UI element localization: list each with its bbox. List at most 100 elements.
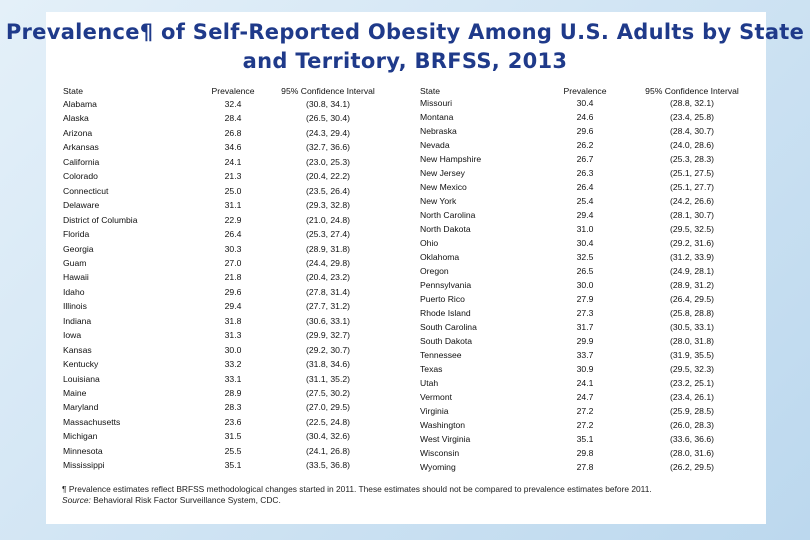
state-cell: Massachusetts bbox=[63, 416, 121, 427]
prevalence-cell: 30.3 bbox=[224, 243, 242, 254]
confidence-interval-cell: (23.4, 25.8) bbox=[670, 111, 714, 122]
confidence-interval-cell: (24.4, 29.8) bbox=[306, 257, 350, 268]
header-cell: Prevalence bbox=[211, 86, 255, 96]
source-label: Source: bbox=[62, 495, 91, 505]
confidence-interval-cell: (33.6, 36.6) bbox=[670, 433, 714, 444]
confidence-interval-cell: (30.5, 33.1) bbox=[670, 321, 714, 332]
prevalence-cell: 29.6 bbox=[576, 125, 594, 136]
state-cell: Utah bbox=[420, 377, 439, 388]
confidence-interval-cell: (26.5, 30.4) bbox=[306, 113, 350, 124]
confidence-interval-cell: (25.3, 28.3) bbox=[670, 153, 714, 164]
confidence-interval-cell: (28.9, 31.8) bbox=[306, 243, 350, 254]
state-cell: Washington bbox=[420, 419, 466, 430]
confidence-interval-cell: (21.0, 24.8) bbox=[306, 214, 350, 225]
state-cell: District of Columbia bbox=[63, 214, 138, 225]
confidence-interval-cell: (23.0, 25.3) bbox=[306, 156, 350, 167]
confidence-interval-cell: (29.2, 31.6) bbox=[670, 237, 714, 248]
confidence-interval-cell: (28.8, 32.1) bbox=[670, 97, 714, 108]
confidence-interval-cell: (23.2, 25.1) bbox=[670, 377, 714, 388]
prevalence-cell: 27.9 bbox=[576, 293, 594, 304]
state-cell: Colorado bbox=[63, 171, 98, 182]
confidence-interval-cell: (25.3, 27.4) bbox=[306, 229, 350, 240]
title-text: Prevalence¶ of Self-Reported Obesity Amo… bbox=[5, 20, 805, 73]
state-cell: Virginia bbox=[420, 405, 449, 416]
prevalence-cell: 33.1 bbox=[224, 373, 242, 384]
prevalence-cell: 26.8 bbox=[224, 127, 242, 138]
prevalence-cell: 26.2 bbox=[576, 139, 594, 150]
state-cell: West Virginia bbox=[420, 433, 471, 444]
title: Prevalence¶ of Self-Reported Obesity Amo… bbox=[0, 18, 810, 76]
prevalence-cell: 26.5 bbox=[576, 265, 594, 276]
state-cell: Michigan bbox=[63, 431, 98, 442]
prevalence-cell: 29.9 bbox=[576, 335, 594, 346]
state-cell: Georgia bbox=[63, 243, 94, 254]
prevalence-cell: 29.8 bbox=[576, 447, 594, 458]
confidence-interval-cell: (23.4, 26.1) bbox=[670, 391, 714, 402]
prevalence-cell: 30.4 bbox=[576, 97, 594, 108]
state-cell: Connecticut bbox=[63, 185, 109, 196]
state-cell: North Dakota bbox=[420, 223, 471, 234]
prevalence-cell: 29.4 bbox=[224, 301, 242, 312]
state-cell: Pennsylvania bbox=[420, 279, 472, 290]
confidence-interval-cell: (25.8, 28.8) bbox=[670, 307, 714, 318]
prevalence-cell: 27.2 bbox=[576, 419, 594, 430]
prevalence-cell: 31.7 bbox=[576, 321, 594, 332]
state-cell: New York bbox=[420, 195, 457, 206]
prevalence-cell: 30.0 bbox=[224, 344, 242, 355]
confidence-interval-cell: (31.1, 35.2) bbox=[306, 373, 350, 384]
confidence-interval-cell: (28.0, 31.8) bbox=[670, 335, 714, 346]
prevalence-cell: 29.6 bbox=[224, 286, 242, 297]
prevalence-cell: 35.1 bbox=[224, 460, 242, 471]
state-cell: Mississippi bbox=[63, 460, 105, 471]
prevalence-cell: 31.3 bbox=[224, 330, 242, 341]
state-cell: Kentucky bbox=[63, 359, 99, 370]
confidence-interval-cell: (24.9, 28.1) bbox=[670, 265, 714, 276]
prevalence-cell: 33.2 bbox=[224, 359, 242, 370]
prevalence-cell: 31.1 bbox=[224, 200, 242, 211]
prevalence-cell: 21.8 bbox=[224, 272, 242, 283]
state-cell: Kansas bbox=[63, 344, 92, 355]
confidence-interval-cell: (32.7, 36.6) bbox=[306, 142, 350, 153]
confidence-interval-cell: (33.5, 36.8) bbox=[306, 460, 350, 471]
state-cell: Guam bbox=[63, 257, 87, 268]
prevalence-cell: 29.4 bbox=[576, 209, 594, 220]
state-cell: Oklahoma bbox=[420, 251, 460, 262]
prevalence-cell: 28.9 bbox=[224, 388, 242, 398]
prevalence-cell: 27.0 bbox=[224, 257, 242, 268]
header-cell: 95% Confidence Interval bbox=[645, 86, 739, 96]
state-cell: Illinois bbox=[63, 301, 87, 312]
state-cell: Tennessee bbox=[420, 349, 462, 360]
confidence-interval-cell: (27.0, 29.5) bbox=[306, 402, 350, 413]
confidence-interval-cell: (28.4, 30.7) bbox=[670, 125, 714, 136]
confidence-interval-cell: (28.0, 31.6) bbox=[670, 447, 714, 458]
confidence-interval-cell: (29.9, 32.7) bbox=[306, 330, 350, 341]
confidence-interval-cell: (23.5, 26.4) bbox=[306, 185, 350, 196]
state-cell: North Carolina bbox=[420, 209, 476, 220]
confidence-interval-cell: (26.2, 29.5) bbox=[670, 461, 714, 472]
state-cell: New Hampshire bbox=[420, 153, 482, 164]
prevalence-cell: 21.3 bbox=[224, 171, 242, 182]
prevalence-cell: 24.6 bbox=[576, 111, 594, 122]
confidence-interval-cell: (28.9, 31.2) bbox=[670, 279, 714, 290]
prevalence-cell: 32.4 bbox=[224, 99, 242, 109]
state-cell: Texas bbox=[420, 363, 443, 374]
source-text: Behavioral Risk Factor Surveillance Syst… bbox=[93, 495, 281, 505]
prevalence-cell: 27.3 bbox=[576, 307, 594, 318]
confidence-interval-cell: (27.8, 31.4) bbox=[306, 286, 350, 297]
state-cell: Ohio bbox=[420, 237, 439, 248]
state-cell: Alaska bbox=[63, 113, 89, 124]
state-cell: Louisiana bbox=[63, 373, 100, 384]
prevalence-cell: 33.7 bbox=[576, 349, 594, 360]
confidence-interval-cell: (25.1, 27.5) bbox=[670, 167, 714, 178]
confidence-interval-cell: (24.1, 26.8) bbox=[306, 445, 350, 456]
state-cell: Maine bbox=[63, 388, 87, 398]
content-panel bbox=[46, 12, 766, 524]
prevalence-cell: 30.4 bbox=[576, 237, 594, 248]
state-cell: California bbox=[63, 156, 100, 167]
state-cell: South Carolina bbox=[420, 321, 477, 332]
prevalence-cell: 26.4 bbox=[576, 181, 594, 192]
state-cell: Florida bbox=[63, 229, 90, 240]
confidence-interval-cell: (31.2, 33.9) bbox=[670, 251, 714, 262]
state-cell: New Jersey bbox=[420, 167, 465, 178]
confidence-interval-cell: (24.2, 26.6) bbox=[670, 195, 714, 206]
